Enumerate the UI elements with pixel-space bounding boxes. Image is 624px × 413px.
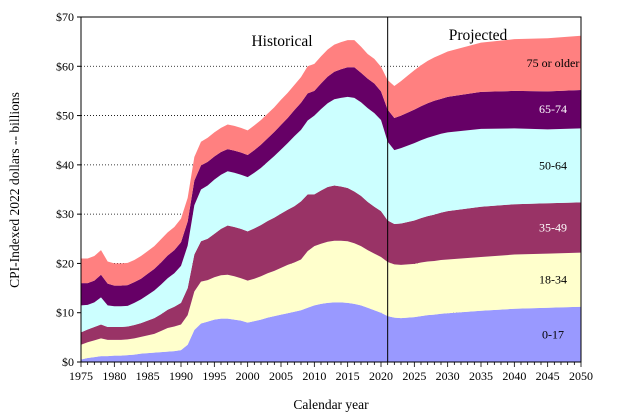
area-35-49 bbox=[81, 185, 581, 345]
series-label-0-17: 0-17 bbox=[542, 327, 564, 341]
series-label-18-34: 18-34 bbox=[539, 273, 567, 287]
x-tick-label: 1995 bbox=[202, 369, 226, 383]
y-tick-label: $60 bbox=[56, 59, 74, 73]
series-label-75-or-older: 75 or older bbox=[527, 56, 580, 70]
x-tick-label: 1990 bbox=[169, 369, 193, 383]
area-65-74 bbox=[81, 67, 581, 307]
x-tick-label: 2045 bbox=[536, 369, 560, 383]
area-18-34 bbox=[81, 240, 581, 360]
x-axis-title: Calendar year bbox=[293, 397, 369, 412]
x-tick-label: 1975 bbox=[69, 369, 93, 383]
x-tick-label: 2010 bbox=[302, 369, 326, 383]
x-tick-label: 2000 bbox=[236, 369, 260, 383]
section-label-projected: Projected bbox=[449, 27, 508, 44]
area-75-or-older bbox=[81, 35, 581, 286]
series-label-50-64: 50-64 bbox=[539, 158, 567, 172]
y-axis: $0 $10 $20 $30 $40 $50 $60 $70 bbox=[56, 10, 81, 369]
area-50-64 bbox=[81, 96, 581, 333]
x-axis: 1975 1980 1985 1990 1995 2000 2005 2010 2015 2020… bbox=[69, 362, 593, 383]
x-tick-label: 2050 bbox=[569, 369, 593, 383]
y-tick-label: $20 bbox=[56, 256, 74, 270]
plot-frame bbox=[80, 16, 582, 363]
x-tick-label: 2020 bbox=[369, 369, 393, 383]
section-label-historical: Historical bbox=[251, 33, 312, 50]
x-tick-label: 1985 bbox=[136, 369, 160, 383]
x-tick-label: 2015 bbox=[336, 369, 360, 383]
series-label-65-74: 65-74 bbox=[539, 102, 567, 116]
y-tick-label: $50 bbox=[56, 109, 74, 123]
x-tick-label: 2030 bbox=[436, 369, 460, 383]
y-tick-label: $10 bbox=[56, 306, 74, 320]
series-labels: 0-17 18-34 35-49 50-64 65-74 75 or older bbox=[527, 56, 580, 342]
x-tick-label: 2040 bbox=[502, 369, 526, 383]
y-tick-label: $40 bbox=[56, 158, 74, 172]
y-axis-title: CPI-Indexed 2022 dollars -- billions bbox=[7, 92, 22, 288]
x-tick-label: 1980 bbox=[102, 369, 126, 383]
area-0-17 bbox=[81, 302, 581, 362]
y-tick-label: $0 bbox=[62, 355, 74, 369]
area-series bbox=[81, 35, 581, 362]
x-tick-label: 2025 bbox=[402, 369, 426, 383]
y-tick-label: $30 bbox=[56, 207, 74, 221]
y-tick-label: $70 bbox=[56, 10, 74, 24]
x-tick-label: 2005 bbox=[269, 369, 293, 383]
x-tick-label: 2035 bbox=[469, 369, 493, 383]
series-label-35-49: 35-49 bbox=[539, 220, 567, 234]
